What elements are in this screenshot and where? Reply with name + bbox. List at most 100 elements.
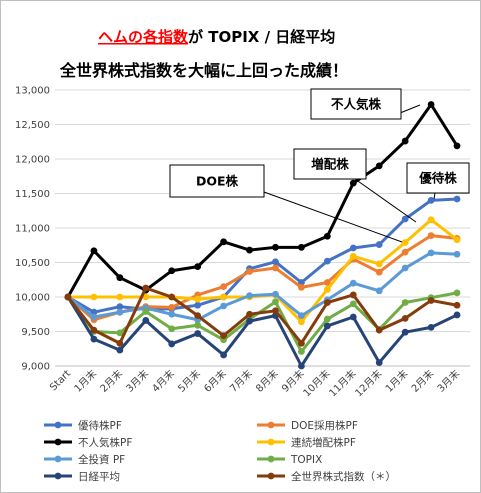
data-point bbox=[246, 268, 253, 275]
data-point bbox=[453, 301, 461, 309]
data-point bbox=[168, 310, 176, 318]
data-point bbox=[246, 246, 253, 254]
data-point bbox=[90, 293, 98, 301]
legend-label: 全投資 PF bbox=[78, 453, 125, 466]
data-point bbox=[272, 298, 279, 306]
data-point bbox=[349, 279, 357, 287]
data-point bbox=[401, 328, 409, 336]
y-tick-label: 9,500 bbox=[21, 327, 50, 338]
data-point bbox=[272, 307, 279, 315]
legend-swatch-marker bbox=[267, 421, 275, 429]
series-line bbox=[67, 251, 458, 322]
data-point bbox=[220, 302, 227, 310]
legend-label: 連続増配株PF bbox=[291, 436, 356, 449]
data-point bbox=[116, 308, 124, 316]
y-tick-label: 11,500 bbox=[15, 189, 50, 200]
data-point bbox=[298, 312, 305, 320]
data-point bbox=[375, 268, 383, 276]
data-point bbox=[194, 321, 202, 329]
data-point bbox=[168, 325, 176, 333]
data-point bbox=[90, 247, 98, 255]
data-point bbox=[116, 274, 124, 282]
annotation-box bbox=[169, 164, 265, 198]
data-point bbox=[323, 257, 331, 265]
data-point bbox=[246, 292, 253, 300]
data-point bbox=[90, 313, 98, 321]
data-point bbox=[375, 287, 383, 295]
x-tick-label: 7月末 bbox=[227, 367, 255, 395]
legend-label: TOPIX bbox=[290, 454, 322, 466]
data-point bbox=[375, 241, 383, 248]
data-point bbox=[298, 362, 305, 370]
data-point bbox=[194, 263, 202, 271]
data-point bbox=[142, 317, 150, 324]
data-point bbox=[116, 303, 124, 311]
data-point bbox=[298, 318, 305, 326]
data-point bbox=[116, 339, 124, 347]
x-tick-label: 2月末 bbox=[97, 367, 125, 395]
legend-swatch-marker bbox=[54, 455, 62, 463]
data-point bbox=[168, 293, 176, 301]
data-point bbox=[194, 312, 202, 320]
annotation-callout: 不人気株 bbox=[310, 88, 421, 120]
annotation-callout: DOE株 bbox=[169, 164, 403, 243]
series-全世界株式指数（＊） bbox=[64, 284, 461, 347]
data-point bbox=[427, 323, 435, 331]
x-tick-label: 1月末 bbox=[382, 367, 410, 395]
y-tick-label: 12,500 bbox=[15, 120, 50, 131]
data-point bbox=[401, 299, 409, 306]
annotation-pointer bbox=[263, 191, 403, 243]
data-point bbox=[349, 244, 357, 252]
annotation-label: 増配株 bbox=[311, 157, 349, 172]
legend-swatch-marker bbox=[267, 438, 275, 446]
x-tick-label: 12月末 bbox=[352, 367, 384, 399]
x-tick-label: Start bbox=[48, 368, 73, 393]
data-point bbox=[142, 308, 150, 315]
data-point bbox=[453, 250, 461, 258]
annotation-box bbox=[293, 148, 367, 180]
legend-label: 不人気株PF bbox=[78, 436, 132, 449]
data-point bbox=[116, 329, 124, 337]
data-point bbox=[142, 284, 150, 292]
y-tick-label: 11,000 bbox=[15, 224, 50, 235]
title-line-2: 全世界株式指数を大幅に上回った成績！ bbox=[59, 61, 348, 80]
series-line bbox=[66, 291, 458, 354]
title-highlight: ヘムの各指数 bbox=[98, 28, 189, 46]
legend-entry: 優待株PF bbox=[44, 419, 122, 432]
legend-swatch-marker bbox=[54, 438, 62, 446]
data-point bbox=[272, 264, 279, 272]
legend-swatch-marker bbox=[267, 472, 275, 480]
data-point bbox=[401, 137, 409, 145]
data-point bbox=[220, 283, 227, 291]
legend-entry: 日経平均 bbox=[44, 470, 120, 483]
data-point bbox=[298, 243, 305, 251]
y-tick-label: 10,000 bbox=[15, 293, 50, 304]
data-point bbox=[272, 243, 279, 251]
annotation-label: 優待株 bbox=[418, 171, 457, 186]
title-rest: が TOPIX / 日経平均 bbox=[188, 28, 335, 46]
legend-swatch-marker bbox=[54, 472, 62, 480]
data-point bbox=[116, 293, 124, 301]
data-point bbox=[427, 197, 435, 204]
data-point bbox=[168, 303, 176, 311]
x-tick-label: 10月末 bbox=[300, 367, 332, 399]
data-point bbox=[375, 260, 383, 268]
legend-label: DOE採用株PF bbox=[291, 419, 358, 432]
data-point bbox=[90, 326, 98, 334]
annotation-callout: 優待株 bbox=[406, 162, 470, 200]
data-point bbox=[298, 348, 305, 355]
legend-label: 全世界株式指数（＊） bbox=[291, 470, 396, 483]
data-point bbox=[453, 142, 461, 150]
legend-entry: TOPIX bbox=[257, 454, 322, 466]
data-point bbox=[272, 258, 279, 266]
data-point bbox=[323, 279, 331, 286]
data-point bbox=[220, 332, 227, 340]
y-tick-label: 9,000 bbox=[21, 362, 50, 373]
data-point bbox=[427, 101, 435, 108]
data-point bbox=[246, 317, 253, 325]
data-point bbox=[168, 340, 176, 348]
data-point bbox=[323, 286, 331, 293]
data-point bbox=[323, 322, 331, 330]
